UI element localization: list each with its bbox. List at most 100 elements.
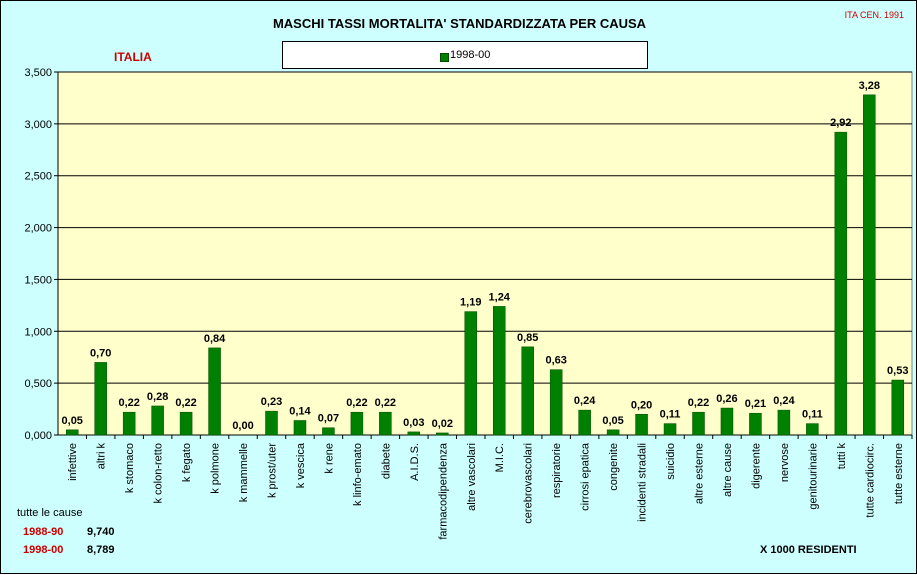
bar-k-fegato xyxy=(179,411,193,436)
y-tick-label: 0,000 xyxy=(24,430,52,442)
bar-respiratorie xyxy=(549,369,563,436)
data-label: 0,24 xyxy=(574,395,596,407)
all-causes-period-2: 1998-00 xyxy=(23,544,64,556)
data-label: 0,84 xyxy=(204,333,226,345)
units-note: X 1000 RESIDENTI xyxy=(760,544,857,556)
bar-altre-esterne xyxy=(692,411,705,436)
chart-title: MASCHI TASSI MORTALITA' STANDARDIZZATA P… xyxy=(272,16,647,31)
x-tick-label: k colon-retto xyxy=(153,443,165,504)
bar-incidenti-stradali xyxy=(635,414,648,436)
x-tick-label: k prost/uter xyxy=(267,443,279,498)
data-label: 0,05 xyxy=(602,415,623,427)
x-tick-label: incidenti stradali xyxy=(637,443,649,522)
bar-altre-cause xyxy=(720,407,734,436)
x-tick-label: digerente xyxy=(750,443,762,489)
x-tick-label: cirrosi epatica xyxy=(580,442,592,511)
data-label: 0,24 xyxy=(773,395,795,407)
legend-swatch xyxy=(440,53,449,62)
x-tick-label: nervose xyxy=(779,443,791,482)
data-label: 2,92 xyxy=(830,117,851,129)
data-label: 0,21 xyxy=(745,398,766,410)
x-tick-label: k stomaco xyxy=(124,443,136,493)
data-label: 0,53 xyxy=(887,365,908,377)
bar-k-prost-uter xyxy=(265,410,278,436)
y-tick-label: 3,000 xyxy=(24,119,52,131)
data-label: 1,24 xyxy=(489,291,511,303)
x-tick-label: altre esterne xyxy=(694,443,706,504)
x-tick-label: k polmone xyxy=(210,443,222,494)
x-tick-label: k linfo-emato xyxy=(352,443,364,506)
x-tick-label: genitourinarie xyxy=(807,443,819,510)
x-tick-label: tutte cardiocirc. xyxy=(864,443,876,518)
data-label: 0,85 xyxy=(517,332,538,344)
bar-k-rene xyxy=(322,427,335,436)
bar-suicidio xyxy=(663,423,677,436)
data-label: 0,11 xyxy=(660,409,681,421)
data-label: 1,19 xyxy=(460,297,481,309)
bar-altri-k xyxy=(94,362,107,436)
x-tick-label: infettive xyxy=(67,443,79,481)
bar-k-polmone xyxy=(208,347,221,436)
all-causes-value-2: 8,789 xyxy=(87,544,115,556)
x-tick-label: farmacodipendenza xyxy=(437,442,449,540)
x-tick-label: k mammelle xyxy=(238,443,250,502)
x-tick-label: altre cause xyxy=(722,443,734,497)
x-tick-label: diabete xyxy=(380,443,392,479)
bar-diabete xyxy=(379,411,392,436)
bar-nervose xyxy=(777,409,791,436)
data-label: 0,22 xyxy=(346,397,367,409)
x-tick-label: tutte esterne xyxy=(893,443,905,504)
data-label: 3,28 xyxy=(859,80,880,92)
x-tick-label: cerebrovascolari xyxy=(523,443,535,524)
data-label: 0,22 xyxy=(118,397,139,409)
data-label: 0,22 xyxy=(375,397,396,409)
x-tick-label: k fegato xyxy=(181,443,193,482)
data-label: 0,02 xyxy=(432,418,453,430)
data-label: 0,14 xyxy=(289,405,311,417)
legend-label: 1998-00 xyxy=(450,49,491,61)
bar-farmacodipendenza xyxy=(436,432,449,436)
bar-digerente xyxy=(749,412,762,436)
y-tick-label: 2,500 xyxy=(24,171,52,183)
bar-k-stomaco xyxy=(122,411,136,436)
bar-altre-vascolari xyxy=(464,311,478,436)
data-label: 0,28 xyxy=(147,391,168,403)
bar-infettive xyxy=(65,429,79,436)
data-label: 0,26 xyxy=(716,393,737,405)
data-label: 0,22 xyxy=(175,397,196,409)
y-tick-label: 0,500 xyxy=(24,378,52,390)
legend: 1998-00 xyxy=(282,41,648,69)
y-tick-label: 3,500 xyxy=(24,67,52,79)
bar-m-i-c xyxy=(492,306,506,436)
y-tick-label: 1,500 xyxy=(24,274,52,286)
all-causes-title: tutte le cause xyxy=(17,507,83,519)
bar-genitourinarie xyxy=(806,423,819,436)
x-tick-label: respiratorie xyxy=(551,443,563,498)
bar-cerebrovascolari xyxy=(521,346,534,436)
all-causes-value-1: 9,740 xyxy=(87,526,115,538)
x-tick-label: altre vascolari xyxy=(466,443,478,511)
bar-k-colon-retto xyxy=(151,405,164,436)
y-tick-label: 1,000 xyxy=(24,326,52,338)
bar-tutti-k xyxy=(834,131,848,436)
x-tick-label: M.I.C. xyxy=(494,443,506,472)
all-causes-period-1: 1988-90 xyxy=(23,526,64,538)
y-tick-label: 2,000 xyxy=(24,223,52,235)
data-label: 0,20 xyxy=(631,399,652,411)
data-label: 0,07 xyxy=(318,413,339,425)
data-label: 0,11 xyxy=(802,409,823,421)
x-tick-label: k vescica xyxy=(295,442,307,488)
data-label: 0,00 xyxy=(232,420,253,432)
x-tick-label: tutti k xyxy=(836,443,848,470)
bar-cirrosi-epatica xyxy=(578,409,591,436)
x-tick-label: k rene xyxy=(323,443,335,474)
bar-tutte-cardiocirc xyxy=(863,94,876,436)
x-tick-label: altri k xyxy=(96,443,108,470)
bar-a-i-d-s xyxy=(407,431,421,436)
data-label: 0,63 xyxy=(545,355,566,367)
data-label: 0,05 xyxy=(62,415,83,427)
x-tick-label: A.I.D.S. xyxy=(409,443,421,481)
region-label: ITALIA xyxy=(114,50,152,64)
